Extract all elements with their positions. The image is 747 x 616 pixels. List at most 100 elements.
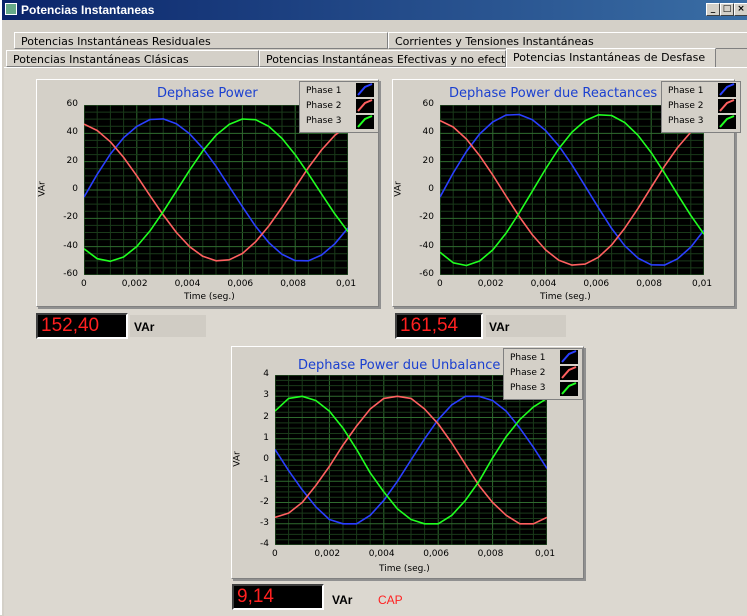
phase1-swatch [718,83,736,97]
phase1-swatch [356,83,374,97]
window-title: Potencias Instantaneas [21,3,155,17]
y-tick-label: -3 [260,517,269,528]
legend-label: Phase 1 [510,353,546,363]
y-tick-label: 0 [428,184,434,194]
tab-label: Corrientes y Tensiones Instantáneas [395,35,594,48]
phase3-swatch [560,382,578,396]
title-bar[interactable]: Potencias Instantaneas _ □ × [2,0,747,20]
y-tick-label: 3 [263,390,269,401]
tab-potencias-desfase[interactable]: Potencias Instantáneas de Desfase [506,48,716,68]
phase3-swatch [718,115,736,129]
phase2-swatch [560,366,578,380]
plot-legend[interactable]: Phase 1 Phase 2 Phase 3 [299,81,379,133]
graph-title: Dephase Power [157,86,258,101]
series-line-phase-1 [84,118,348,262]
series-line-phase-1 [440,113,704,266]
x-tick-label: 0,004 [368,549,395,559]
plot-legend[interactable]: Phase 1 Phase 2 Phase 3 [503,348,583,400]
series-line-phase-1 [275,395,547,525]
maximize-button[interactable]: □ [720,3,734,16]
y-tick-label: 2 [263,411,269,422]
tab-label: Potencias Instantáneas Residuales [21,35,211,48]
x-tick-label: 0,002 [477,279,504,289]
x-axis-label: Time (seg.) [379,564,430,574]
series-line-phase-2 [275,395,547,525]
graph-dephase-power: Dephase Power VAr Time (seg.) Phase 1 Ph… [36,79,379,307]
x-tick-label: 0,008 [636,279,662,289]
legend-label: Phase 2 [306,101,342,111]
tab-label: Potencias Instantáneas Efectivas y no ef… [266,53,506,66]
x-tick-label: 0,006 [227,279,254,289]
reactances-power-unit: VAr [489,320,510,334]
y-axis-label: VAr [393,181,404,197]
legend-label: Phase 1 [668,86,704,96]
minimize-button[interactable]: _ [706,3,720,16]
y-tick-label: -40 [419,240,434,251]
plot-area[interactable] [440,105,704,275]
plot-area[interactable] [275,375,547,545]
x-tick-label: 0,004 [174,279,201,289]
y-tick-label: -20 [63,212,78,223]
legend-label: Phase 2 [510,368,546,378]
y-tick-label: 0 [263,454,269,464]
x-tick-label: 0,004 [530,279,557,289]
series-line-phase-3 [275,395,547,525]
y-tick-label: 0 [72,184,78,194]
series-line-phase-3 [84,118,348,263]
y-tick-label: -2 [260,496,269,507]
reactances-power-value: 161,54 [395,313,483,339]
phase2-swatch [718,99,736,113]
x-tick-label: 0,006 [583,279,610,289]
x-tick-label: 0,01 [336,279,357,289]
x-tick-label: 0 [81,279,87,289]
y-tick-label: -20 [419,212,434,223]
legend-label: Phase 3 [668,116,704,126]
y-axis-label: VAr [37,181,48,197]
series-line-phase-2 [84,123,348,262]
plot-legend[interactable]: Phase 1 Phase 2 Phase 3 [661,81,741,133]
graph-dephase-power-reactances: Dephase Power due Reactances VAr Time (s… [392,79,741,307]
y-tick-label: 20 [422,155,434,166]
x-tick-label: 0,006 [423,549,449,559]
y-tick-label: 1 [263,432,269,443]
series-line-phase-3 [440,114,704,267]
series-line-phase-2 [440,119,704,266]
tab-potencias-residuales[interactable]: Potencias Instantáneas Residuales [14,32,388,49]
y-tick-label: -60 [419,269,434,279]
close-button[interactable]: × [734,3,747,16]
y-tick-label: 40 [66,127,78,138]
y-tick-label: -60 [63,269,78,279]
unbalance-power-value: 9,14 [232,584,324,610]
x-tick-label: 0,002 [314,549,341,559]
legend-label: Phase 2 [668,101,704,111]
legend-label: Phase 3 [510,383,546,393]
phase3-swatch [356,115,374,129]
tab-label: Potencias Instantáneas de Desfase [513,51,706,64]
tab-potencias-clasicas[interactable]: Potencias Instantáneas Clásicas [6,50,259,67]
unit-box [486,315,566,337]
x-tick-label: 0,008 [280,279,306,289]
x-tick-label: 0,01 [535,549,556,559]
unbalance-status: CAP [378,593,403,607]
y-tick-label: 20 [66,155,78,166]
tab-potencias-efectivas[interactable]: Potencias Instantáneas Efectivas y no ef… [259,50,506,67]
tab-corrientes-tensiones[interactable]: Corrientes y Tensiones Instantáneas [388,32,747,49]
y-tick-label: 60 [66,99,78,109]
y-tick-label: -1 [260,475,269,486]
app-icon [5,3,17,15]
legend-label: Phase 1 [306,86,342,96]
x-axis-label: Time (seg.) [540,292,591,302]
unit-box [130,315,206,337]
y-axis-label: VAr [232,451,243,467]
y-tick-label: 60 [422,99,434,109]
plot-area[interactable] [84,105,348,275]
tab-label: Potencias Instantáneas Clásicas [13,53,189,66]
x-tick-label: 0 [272,549,278,559]
graph-title: Dephase Power due Unbalance [298,358,501,373]
y-tick-label: 4 [263,369,269,379]
y-tick-label: -40 [63,240,78,251]
x-tick-label: 0,01 [692,279,713,289]
x-axis-label: Time (seg.) [184,292,235,302]
graph-title: Dephase Power due Reactances [449,86,658,101]
